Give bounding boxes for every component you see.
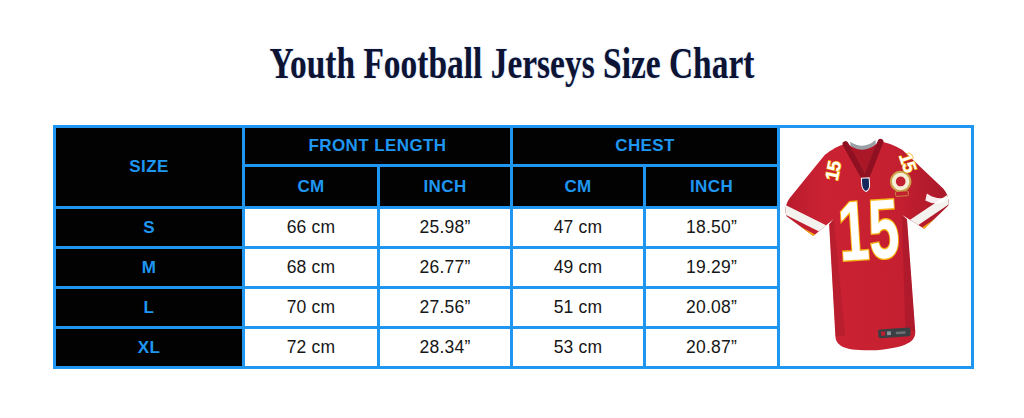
column-header-chest-cm: CM <box>512 166 645 208</box>
size-label: M <box>55 248 244 288</box>
size-label: L <box>55 288 244 328</box>
page: Youth Football Jerseys Size Chart SIZE F… <box>0 0 1024 418</box>
chest-inch-value: 19.29” <box>645 248 779 288</box>
chest-inch-value: 20.08” <box>645 288 779 328</box>
column-header-chest: CHEST <box>512 127 779 166</box>
front-length-inch-value: 28.34” <box>379 328 512 368</box>
size-chart-table: SIZE FRONT LENGTH CHEST <box>53 125 974 369</box>
front-length-inch-value: 26.77” <box>379 248 512 288</box>
jersey-image: 15 15 15 <box>780 129 971 366</box>
chest-inch-value: 18.50” <box>645 208 779 248</box>
chest-inch-value: 20.87” <box>645 328 779 368</box>
column-header-front-inch: INCH <box>379 166 512 208</box>
chest-cm-value: 49 cm <box>512 248 645 288</box>
column-header-size: SIZE <box>55 127 244 208</box>
header-row-groups: SIZE FRONT LENGTH CHEST <box>55 127 973 166</box>
column-header-front-cm: CM <box>244 166 379 208</box>
front-length-inch-value: 25.98” <box>379 208 512 248</box>
size-label: S <box>55 208 244 248</box>
front-length-cm-value: 68 cm <box>244 248 379 288</box>
front-length-cm-value: 66 cm <box>244 208 379 248</box>
jersey-image-cell: 15 15 15 <box>779 127 973 368</box>
column-header-chest-inch: INCH <box>645 166 779 208</box>
size-label: XL <box>55 328 244 368</box>
front-length-cm-value: 70 cm <box>244 288 379 328</box>
chest-cm-value: 53 cm <box>512 328 645 368</box>
front-length-cm-value: 72 cm <box>244 328 379 368</box>
page-title: Youth Football Jerseys Size Chart <box>123 42 901 86</box>
chest-cm-value: 51 cm <box>512 288 645 328</box>
chest-cm-value: 47 cm <box>512 208 645 248</box>
jersey-number: 15 <box>835 180 901 278</box>
jersey-group: 15 15 15 <box>780 134 970 355</box>
front-length-inch-value: 27.56” <box>379 288 512 328</box>
column-header-front-length: FRONT LENGTH <box>244 127 512 166</box>
